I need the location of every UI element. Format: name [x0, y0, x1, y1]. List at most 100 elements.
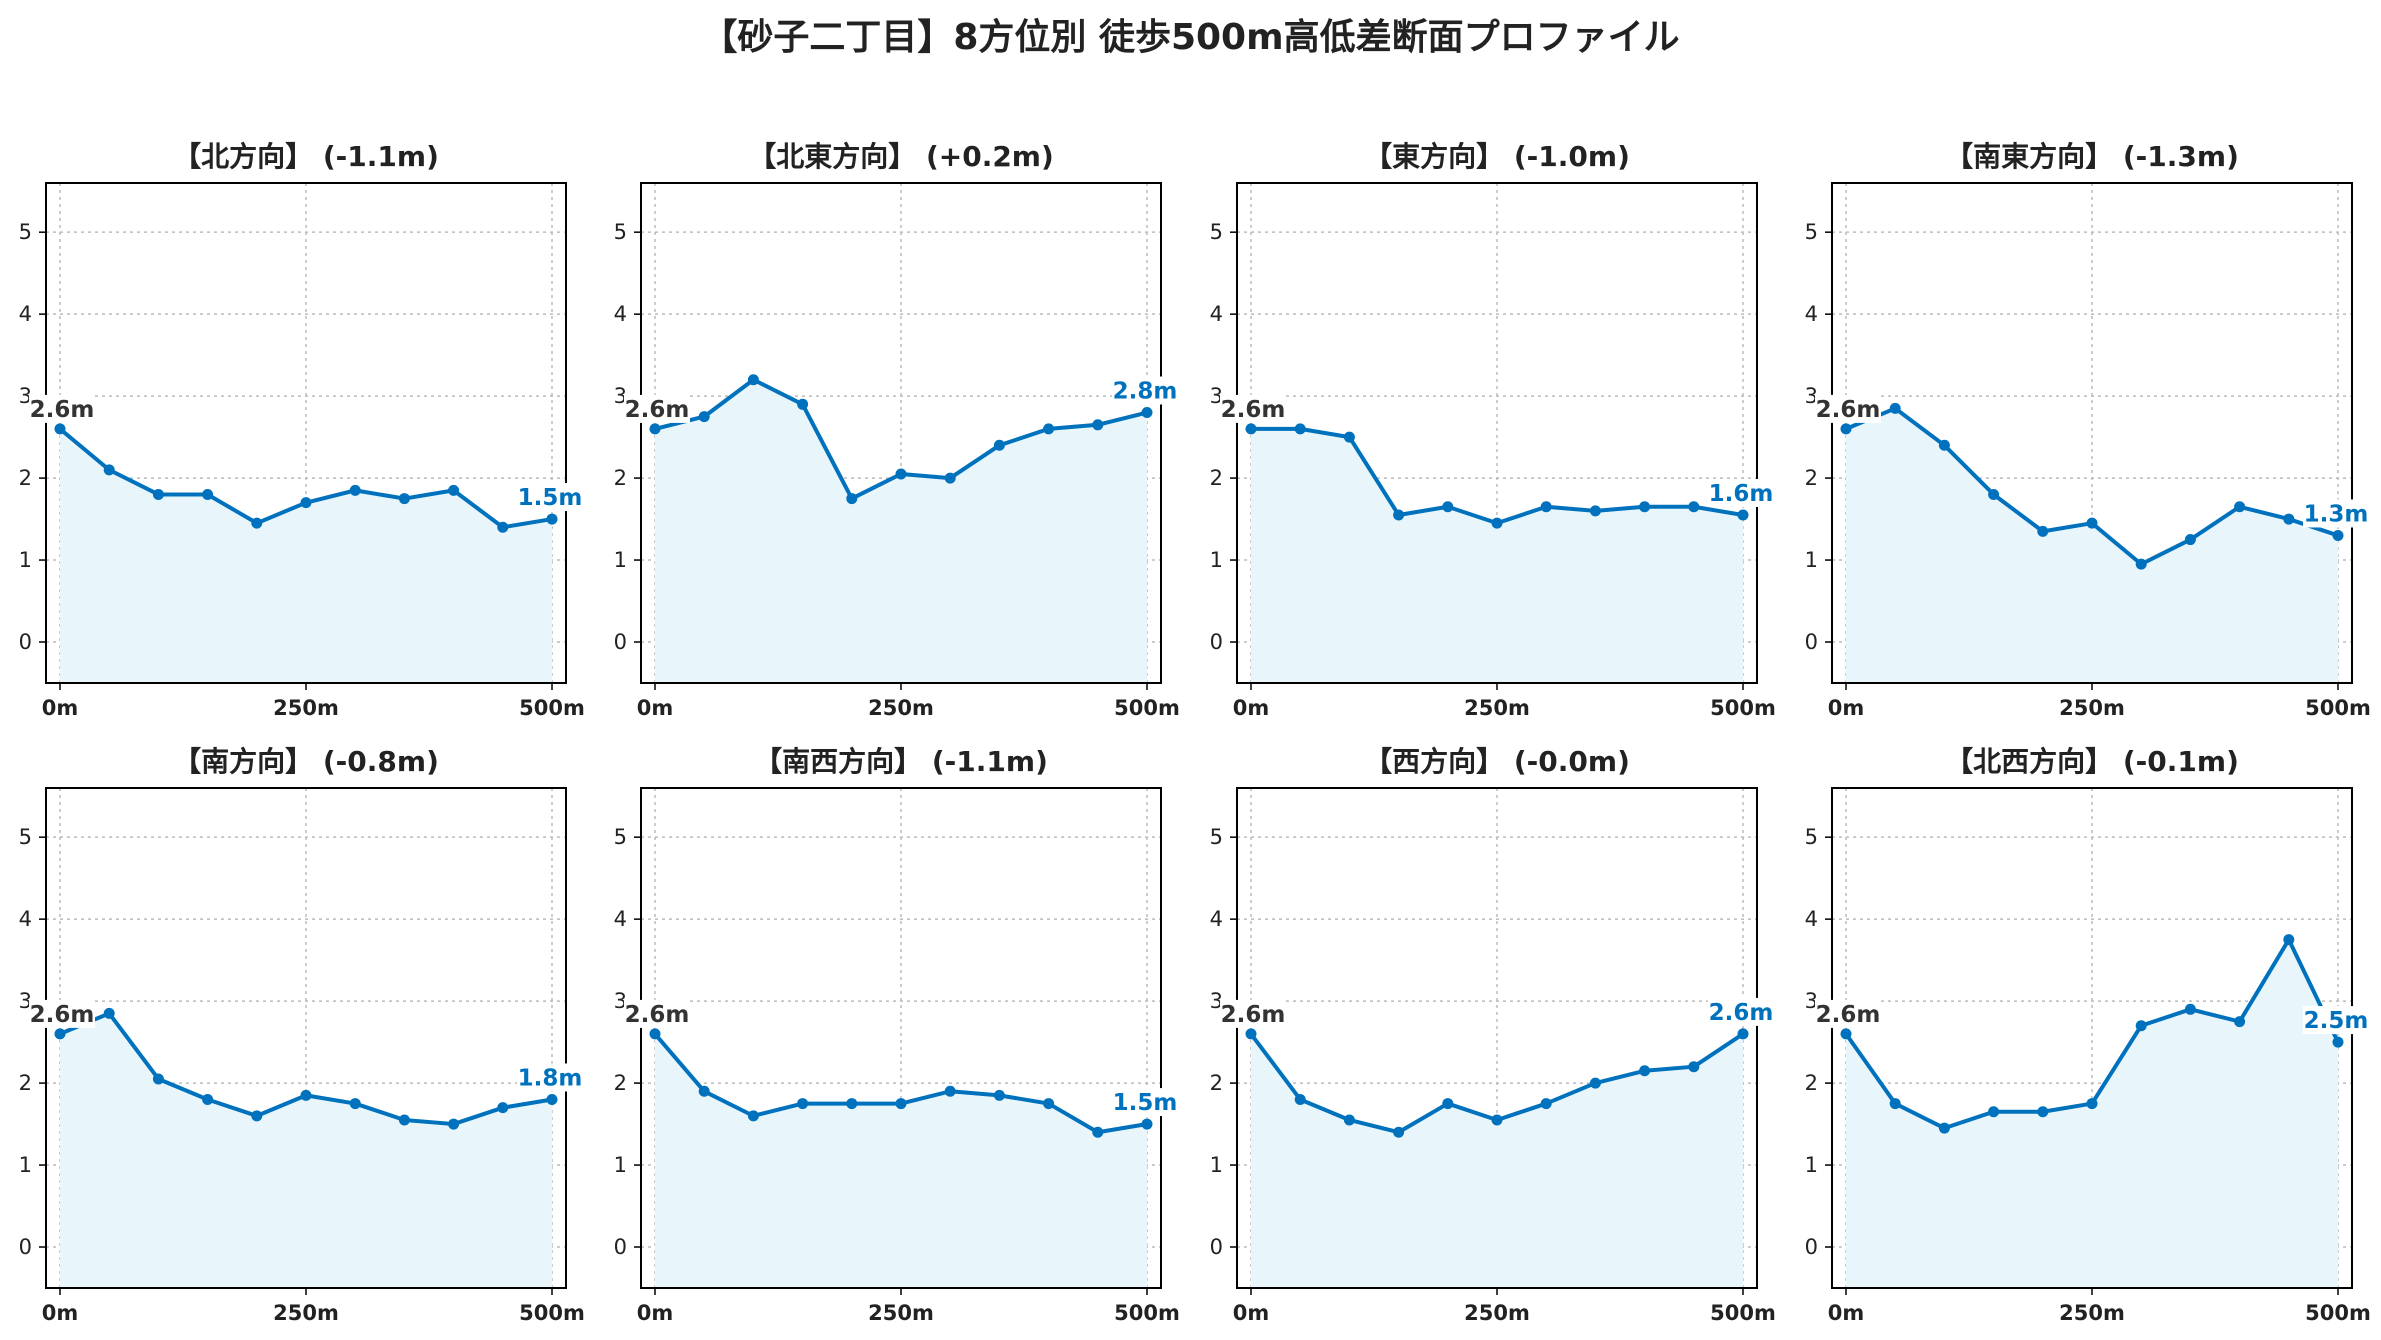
data-point: [1988, 1106, 2000, 1118]
data-point: [202, 1093, 214, 1105]
data-point: [1688, 1061, 1700, 1073]
y-tick-label: 3: [1210, 384, 1223, 408]
x-tick-label: 0m: [1233, 696, 1270, 720]
area-fill: [1846, 939, 2338, 1288]
end-label: 2.6m: [1709, 1000, 1774, 1026]
data-point: [2234, 1016, 2246, 1028]
data-point: [1343, 1114, 1355, 1126]
data-point: [1737, 1028, 1749, 1040]
y-tick-label: 1: [1210, 1153, 1223, 1177]
data-point: [944, 1085, 956, 1097]
data-point: [497, 521, 509, 533]
data-point: [2184, 1003, 2196, 1015]
data-point: [202, 488, 214, 500]
data-point: [1491, 1114, 1503, 1126]
data-point: [2332, 1036, 2344, 1048]
x-tick-label: 500m: [1114, 696, 1180, 720]
y-tick-label: 0: [614, 1235, 627, 1259]
data-point: [1343, 431, 1355, 443]
y-tick-label: 4: [1805, 907, 1818, 931]
panel-4: 0 1 2 3 4 5 0m 250m 500m 【南方向】 (-0.8m) 2.6m 1.8m: [19, 745, 585, 1325]
data-point: [1442, 501, 1454, 513]
panel-title: 【北東方向】 (+0.2m): [748, 140, 1054, 173]
y-tick-label: 2: [1805, 466, 1818, 490]
data-point: [649, 1028, 661, 1040]
area-fill: [1251, 428, 1743, 683]
start-label-box: [1220, 394, 1286, 423]
end-label-box: [2303, 499, 2369, 528]
y-tick-label: 2: [614, 1071, 627, 1095]
data-point: [1889, 1098, 1901, 1110]
y-tick-label: 2: [614, 466, 627, 490]
y-tick-label: 1: [1805, 548, 1818, 572]
y-tick-label: 2: [1805, 1071, 1818, 1095]
data-point: [895, 468, 907, 480]
data-point: [349, 1098, 361, 1110]
data-point: [448, 484, 460, 496]
data-point: [2234, 501, 2246, 513]
data-point: [993, 439, 1005, 451]
x-tick-label: 500m: [1710, 696, 1776, 720]
data-point: [546, 1093, 558, 1105]
start-label: 2.6m: [30, 397, 95, 423]
data-point: [1540, 501, 1552, 513]
y-tick-label: 3: [1805, 989, 1818, 1013]
y-tick-label: 5: [1210, 825, 1223, 849]
data-point: [152, 1073, 164, 1085]
end-label-box: [1112, 1088, 1178, 1117]
y-tick-label: 0: [19, 630, 32, 654]
data-point: [2184, 534, 2196, 546]
panel-3: 0 1 2 3 4 5 0m 250m 500m 【南東方向】 (-1.3m) 2.6m 1.3m: [1805, 140, 2371, 720]
start-label: 2.6m: [1816, 1002, 1881, 1028]
area-fill: [60, 428, 552, 683]
data-point: [1840, 1028, 1852, 1040]
x-tick-label: 0m: [42, 1301, 79, 1325]
end-label-box: [1112, 376, 1178, 405]
data-point: [747, 1110, 759, 1122]
start-label-box: [1815, 999, 1881, 1028]
end-label-box: [1708, 478, 1774, 507]
data-point: [2086, 1098, 2098, 1110]
data-point: [1092, 419, 1104, 431]
data-point: [846, 1098, 858, 1110]
y-tick-label: 0: [1805, 1235, 1818, 1259]
data-point: [2135, 558, 2147, 570]
data-point: [747, 374, 759, 386]
panel-title: 【西方向】 (-0.0m): [1364, 745, 1630, 778]
data-point: [1294, 1093, 1306, 1105]
y-tick-label: 1: [614, 548, 627, 572]
data-point: [1540, 1098, 1552, 1110]
data-point: [1688, 501, 1700, 513]
data-point: [698, 411, 710, 423]
data-point: [1589, 505, 1601, 517]
data-point: [2332, 529, 2344, 541]
data-point: [2086, 517, 2098, 529]
x-tick-label: 250m: [868, 696, 934, 720]
y-tick-label: 1: [19, 1153, 32, 1177]
end-label-box: [517, 1063, 583, 1092]
data-point: [1491, 517, 1503, 529]
end-label: 1.8m: [518, 1065, 583, 1091]
y-tick-label: 2: [19, 466, 32, 490]
panel-title: 【南東方向】 (-1.3m): [1945, 140, 2239, 173]
y-tick-label: 2: [19, 1071, 32, 1095]
y-tick-label: 2: [1210, 466, 1223, 490]
x-tick-label: 0m: [1828, 696, 1865, 720]
data-point: [1442, 1098, 1454, 1110]
data-point: [152, 488, 164, 500]
data-point: [1737, 509, 1749, 521]
end-label: 2.8m: [1113, 379, 1178, 405]
y-tick-label: 0: [1805, 630, 1818, 654]
x-tick-label: 0m: [637, 696, 674, 720]
y-tick-label: 3: [19, 384, 32, 408]
panel-title: 【南西方向】 (-1.1m): [754, 745, 1048, 778]
start-label-box: [624, 394, 690, 423]
data-point: [1938, 439, 1950, 451]
y-tick-label: 4: [1210, 907, 1223, 931]
data-point: [1639, 1065, 1651, 1077]
data-point: [54, 1028, 66, 1040]
data-point: [797, 1098, 809, 1110]
data-point: [349, 484, 361, 496]
x-tick-label: 500m: [519, 696, 585, 720]
end-label-box: [2303, 1006, 2369, 1035]
